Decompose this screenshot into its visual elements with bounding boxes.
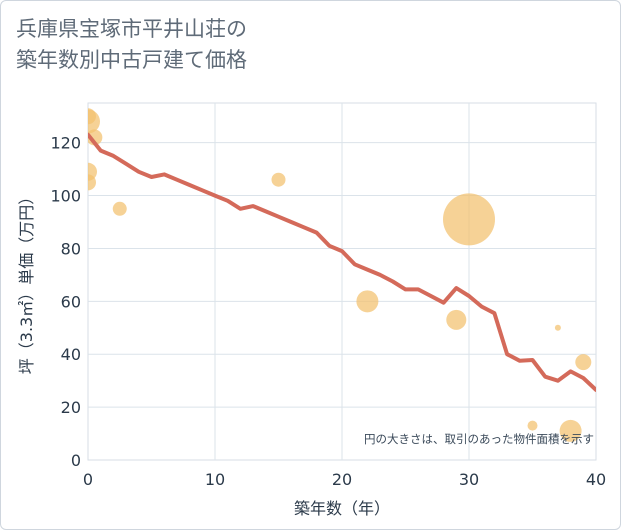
y-tick-label: 0 (71, 451, 81, 470)
y-axis-title: 坪（3.3㎡）単価（万円） (17, 189, 36, 374)
x-tick-label: 40 (586, 470, 606, 489)
y-tick-label: 100 (50, 187, 81, 206)
x-tick-label: 20 (332, 470, 352, 489)
chart-title: 兵庫県宝塚市平井山荘の 築年数別中古戸建て価格 (16, 14, 247, 76)
bubble-point (554, 324, 561, 331)
x-tick-label: 10 (205, 470, 225, 489)
x-tick-label: 0 (83, 470, 93, 489)
y-tick-label: 80 (61, 239, 81, 258)
bubble-point (271, 172, 286, 187)
bubble-point (446, 309, 467, 330)
data-marks (88, 108, 596, 442)
trend-line (88, 132, 596, 392)
chart-title-line2: 築年数別中古戸建て価格 (16, 48, 247, 72)
bubble-point (88, 174, 96, 191)
bubble-point (88, 109, 100, 134)
bubble-point (527, 420, 538, 431)
y-tick-label: 40 (61, 345, 81, 364)
bubble-size-note: 円の大きさは、取引のあった物件面積を示す (364, 432, 594, 446)
y-tick-label: 20 (61, 398, 81, 417)
bubble-point (112, 201, 127, 216)
bubble-point (559, 419, 582, 442)
bubble-point (575, 354, 592, 371)
x-tick-label: 30 (459, 470, 479, 489)
x-axis-title: 築年数（年） (294, 499, 390, 518)
bubble-point (443, 193, 495, 246)
y-tick-label: 60 (61, 292, 81, 311)
chart-title-line1: 兵庫県宝塚市平井山荘の (16, 17, 247, 41)
bubble-point (356, 290, 379, 313)
y-tick-label: 120 (50, 134, 81, 153)
